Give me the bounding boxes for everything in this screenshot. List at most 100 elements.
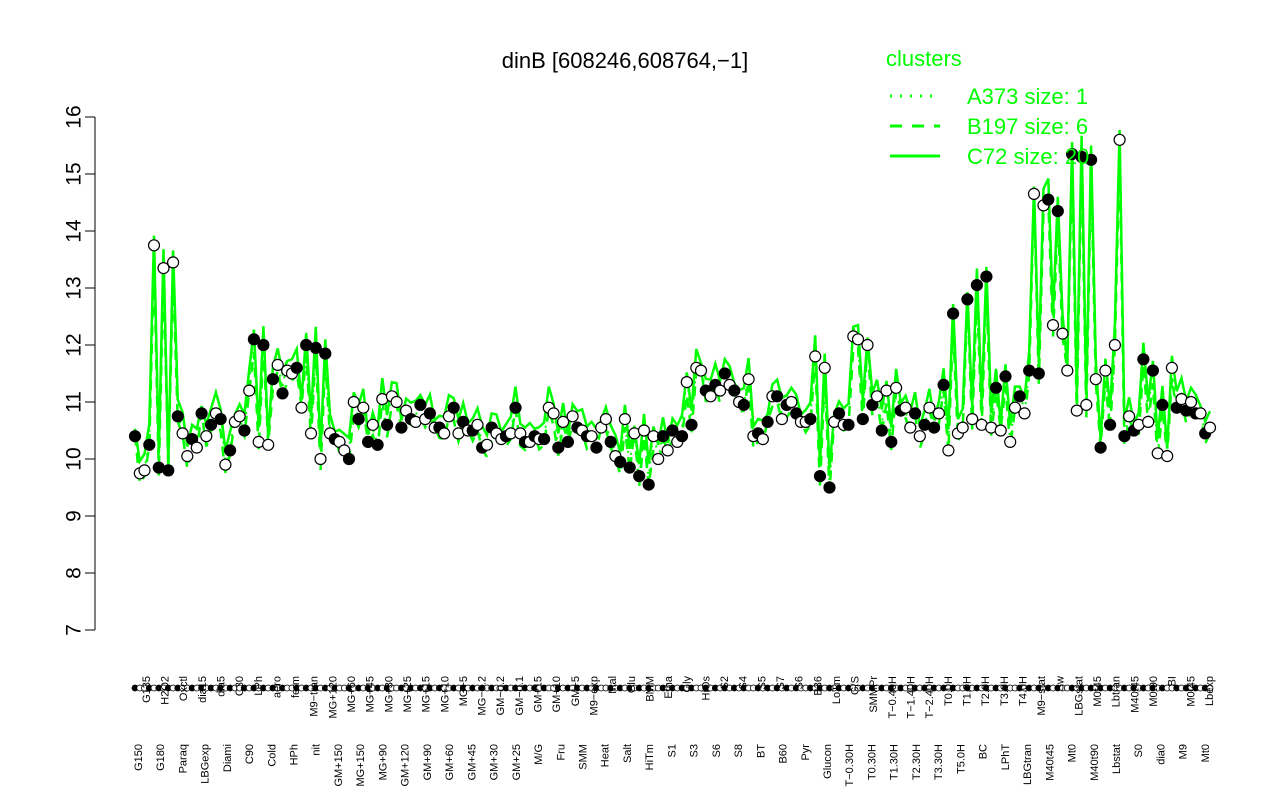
data-point-filled xyxy=(823,481,836,494)
data-point-open xyxy=(556,415,570,428)
data-point-filled xyxy=(238,424,251,437)
data-point-filled xyxy=(875,424,888,437)
x-tick-label: S4 xyxy=(738,676,750,689)
data-point-filled xyxy=(666,424,679,437)
x-tick-label: T5.0H xyxy=(955,744,967,774)
x-tick-label: Cold xyxy=(266,744,278,767)
data-point-filled xyxy=(1156,398,1169,411)
x-tick-label: BMM xyxy=(644,676,656,702)
x-tick-label: S2 xyxy=(719,676,731,689)
data-point-open xyxy=(1113,133,1126,146)
data-point-filled xyxy=(1118,430,1131,443)
data-point-open xyxy=(219,458,232,471)
data-point-open xyxy=(366,418,379,431)
x-tick-label: HiTm xyxy=(644,744,656,770)
x-tick-label: S5 xyxy=(756,676,768,689)
data-point-open xyxy=(1194,407,1207,420)
x-tick-label: LPhT xyxy=(1000,744,1012,771)
x-tick-label: C30 xyxy=(234,676,246,696)
x-tick-label: Mt0 xyxy=(1067,744,1079,762)
data-point-filled xyxy=(1146,364,1160,377)
x-tick-label: S6 xyxy=(794,676,806,689)
data-point-open xyxy=(347,395,360,409)
y-tick-label: 8 xyxy=(63,567,86,579)
y-ticks: 7 8 9 10 11 12 13 14 15 16 xyxy=(63,105,95,636)
x-tick-label: T0.30H xyxy=(867,744,879,780)
data-point-open xyxy=(547,407,560,420)
data-point-open xyxy=(1165,361,1179,374)
y-tick-label: 11 xyxy=(63,391,86,413)
data-point-filled xyxy=(937,378,950,391)
data-point-filled xyxy=(552,441,565,454)
data-point-open xyxy=(1018,407,1031,420)
data-point-filled xyxy=(195,407,208,420)
x-tick-label: MG+90 xyxy=(377,744,389,780)
data-point-open xyxy=(271,358,284,371)
y-tick-label: 14 xyxy=(63,219,86,243)
x-tick-label: Oxctl xyxy=(178,676,190,701)
data-point-open xyxy=(1099,364,1112,377)
x-tick-label: SMMPr xyxy=(868,676,880,713)
data-point-open xyxy=(661,444,674,457)
data-point-filled xyxy=(395,421,408,434)
data-point-open xyxy=(1203,421,1217,434)
data-point-filled xyxy=(989,381,1003,394)
data-point-filled xyxy=(266,373,279,386)
data-point-filled xyxy=(214,413,227,426)
data-point-filled xyxy=(171,410,184,423)
x-tick-label: H2O2 xyxy=(160,676,172,705)
y-tick-label: 13 xyxy=(63,276,86,299)
data-point-open xyxy=(1056,327,1069,340)
data-point-filled xyxy=(414,398,427,411)
data-point-open xyxy=(704,390,717,403)
y-tick-label: 9 xyxy=(63,510,86,522)
x-tick-label: Fru xyxy=(555,744,567,761)
x-tick-label: S0 xyxy=(1133,744,1145,757)
data-point-filled xyxy=(980,270,993,283)
data-point-filled xyxy=(685,418,698,431)
data-point-open xyxy=(1108,338,1122,352)
data-point-filled xyxy=(257,338,270,352)
data-point-filled xyxy=(737,398,750,411)
data-point-open xyxy=(1008,401,1022,414)
x-tick-label: HiOs xyxy=(700,676,712,701)
data-point-open xyxy=(994,424,1007,437)
x-tick-label: M9−exp xyxy=(589,676,601,715)
data-point-open xyxy=(861,338,874,352)
data-point-filled xyxy=(352,413,365,426)
x-tick-label: MG−0.2 xyxy=(477,676,489,715)
x-tick-label: T−0.30H xyxy=(844,744,856,787)
data-point-filled xyxy=(770,390,784,403)
data-point-filled xyxy=(290,361,303,374)
data-point-open xyxy=(1161,450,1174,463)
data-point-open xyxy=(956,421,969,434)
data-point-open xyxy=(471,418,484,431)
y-tick-label: 7 xyxy=(63,624,86,636)
data-point-filled xyxy=(946,307,960,320)
data-point-open xyxy=(314,452,327,466)
data-point-filled xyxy=(908,407,922,420)
data-point-open xyxy=(304,427,318,440)
x-tick-label: dia5 xyxy=(216,676,228,697)
x-tick-label: LBGexp xyxy=(200,744,212,784)
x-tick-label: MG+120 xyxy=(327,676,339,719)
x-tick-label: Glucon xyxy=(822,744,834,779)
data-point-filled xyxy=(656,430,670,443)
x-tick-label: MG+15 xyxy=(421,676,433,712)
data-point-open xyxy=(966,413,979,426)
data-point-open xyxy=(637,424,651,437)
data-point-filled xyxy=(143,438,156,451)
data-point-open xyxy=(775,413,789,426)
x-tick-label: M9 xyxy=(1178,744,1190,759)
data-point-open xyxy=(742,373,755,386)
data-point-filled xyxy=(1084,153,1098,166)
x-tick-label: MG+5 xyxy=(458,676,470,706)
x-tick-label: MG+30 xyxy=(383,676,395,712)
x-tick-label: aero xyxy=(271,676,283,698)
x-tick-label: GM+60 xyxy=(444,744,456,780)
data-point-open xyxy=(167,256,180,269)
data-point-filled xyxy=(423,407,436,420)
cluster-lines xyxy=(133,130,1212,491)
data-point-open xyxy=(138,464,151,477)
